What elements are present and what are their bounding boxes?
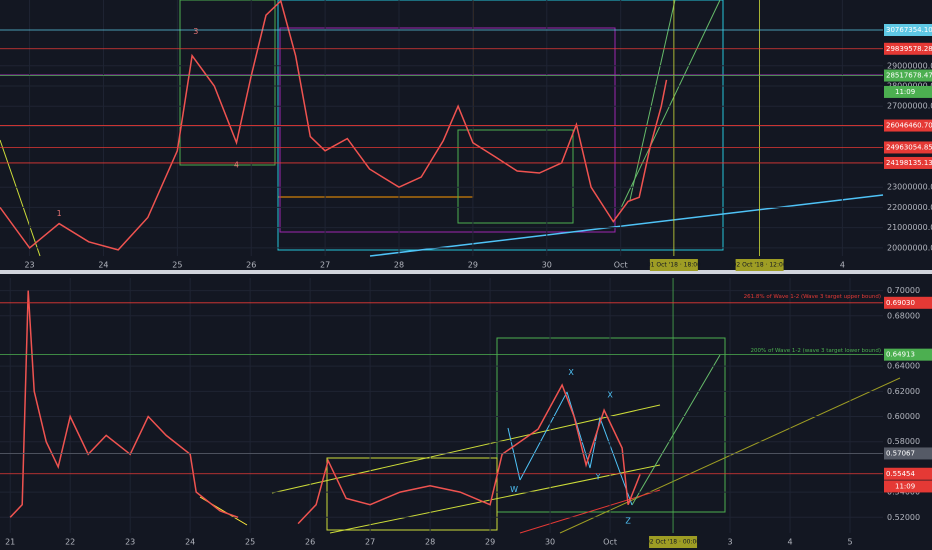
x-tick-label: 28 — [394, 261, 404, 270]
price-label: 24963054.8585 — [886, 143, 932, 151]
wave-label: X — [568, 368, 574, 377]
clock-box — [884, 480, 932, 493]
price-label: 28517678.4750 — [886, 72, 932, 80]
price-label-box — [884, 69, 932, 82]
box — [457, 129, 574, 224]
time-label-box — [649, 259, 698, 271]
box — [326, 457, 498, 531]
box — [496, 337, 726, 513]
y-tick-label: 23000000.0000 — [887, 183, 932, 192]
trend-line — [619, 0, 721, 211]
x-tick-label: Oct — [614, 261, 628, 270]
y-tick-label: 0.68000 — [887, 311, 920, 320]
y-tick-label: 21000000.0000 — [887, 223, 932, 232]
y-tick-label: 22000000.0000 — [887, 203, 932, 212]
x-tick-label: 30 — [542, 261, 552, 270]
y-tick-label: 0.62000 — [887, 387, 920, 396]
x-tick-label: 26 — [305, 538, 315, 547]
clock-label: 11:09 — [895, 88, 915, 96]
trend-line — [629, 0, 676, 201]
trend-line — [0, 139, 41, 257]
price-label-box — [884, 24, 932, 37]
channel-line — [329, 464, 661, 534]
time-label-box — [735, 259, 784, 271]
y-tick-label: 29000000.0000 — [887, 61, 932, 70]
x-tick-label: 24 — [98, 261, 108, 270]
price-label: 0.55454 — [886, 470, 915, 478]
price-label-box — [884, 296, 932, 309]
pane-separator — [0, 270, 932, 274]
y-tick-label: 0.60000 — [887, 412, 920, 421]
clock-label: 11:09 — [895, 482, 915, 490]
time-label: 02 Oct '18 · 00:00 — [646, 539, 700, 546]
price-line — [0, 0, 668, 251]
x-tick-label: 23 — [24, 261, 34, 270]
x-tick-label: 29 — [485, 538, 495, 547]
x-tick-label: 29 — [468, 261, 478, 270]
wave-label: 1 — [57, 209, 62, 218]
price-label: 26046460.7017 — [886, 122, 932, 130]
x-tick-label: 27 — [320, 261, 330, 270]
trend-line — [369, 194, 884, 257]
price-label: 0.64913 — [886, 351, 915, 359]
clock-box — [884, 85, 932, 98]
fib-label: 200% of Wave 1-2 (wave 3 target lower bo… — [751, 348, 881, 354]
price-label-box — [884, 156, 932, 169]
fib-label: 261.8% of Wave 1-2 (Wave 3 target upper … — [744, 294, 881, 300]
price-label-box — [884, 348, 932, 361]
price-line — [9, 290, 641, 525]
price-label: 24198135.1379 — [886, 159, 932, 167]
x-tick-label: 25 — [245, 538, 255, 547]
wave-line — [507, 427, 521, 481]
trend-line — [631, 354, 721, 506]
x-tick-label: 3 — [727, 538, 732, 547]
y-tick-label: 20000000.0000 — [887, 243, 932, 252]
top-drawings — [0, 0, 884, 257]
x-tick-label: 25 — [172, 261, 182, 270]
box — [179, 0, 276, 166]
price-label: 0.57067 — [886, 449, 915, 457]
x-tick-label: 5 — [847, 538, 852, 547]
x-tick-label: 4 — [787, 538, 792, 547]
box — [279, 27, 616, 233]
wave-label: 4 — [234, 160, 239, 169]
time-label: 02 Oct '18 · 12:00 — [733, 262, 787, 269]
x-tick-label: 21 — [5, 538, 15, 547]
price-label-box — [884, 141, 932, 154]
price-label: 29839578.2887 — [886, 45, 932, 53]
price-label-box — [884, 42, 932, 55]
y-tick-label: 27000000.0000 — [887, 102, 932, 111]
y-tick-label: 0.70000 — [887, 286, 920, 295]
price-label: 30767354.1094 — [886, 26, 932, 34]
price-label-box — [884, 119, 932, 132]
x-tick-label: 27 — [365, 538, 375, 547]
box — [277, 0, 724, 251]
wave-label: Y — [595, 472, 601, 481]
time-label-box — [649, 536, 698, 548]
x-tick-label: 23 — [125, 538, 135, 547]
wave-line — [519, 390, 633, 506]
x-tick-label: 4 — [840, 261, 845, 270]
price-label-box — [884, 467, 932, 480]
x-tick-label: 26 — [246, 261, 256, 270]
x-tick-label: Oct — [603, 538, 617, 547]
x-tick-label: 30 — [545, 538, 555, 547]
y-tick-label: 0.52000 — [887, 513, 920, 522]
x-tick-label: 22 — [65, 538, 75, 547]
price-label: 0.69030 — [886, 299, 915, 307]
x-tick-label: 24 — [185, 538, 195, 547]
y-tick-label: 0.64000 — [887, 362, 920, 371]
time-label: 01 Oct '18 · 18:00 — [647, 262, 701, 269]
wave-label: Z — [625, 517, 631, 526]
wave-label: 3 — [193, 27, 198, 36]
x-tick-label: 28 — [425, 538, 435, 547]
y-tick-label: 0.58000 — [887, 437, 920, 446]
wave-label: X — [607, 391, 613, 400]
wave-label: W — [510, 485, 518, 494]
price-label-box — [884, 447, 932, 460]
